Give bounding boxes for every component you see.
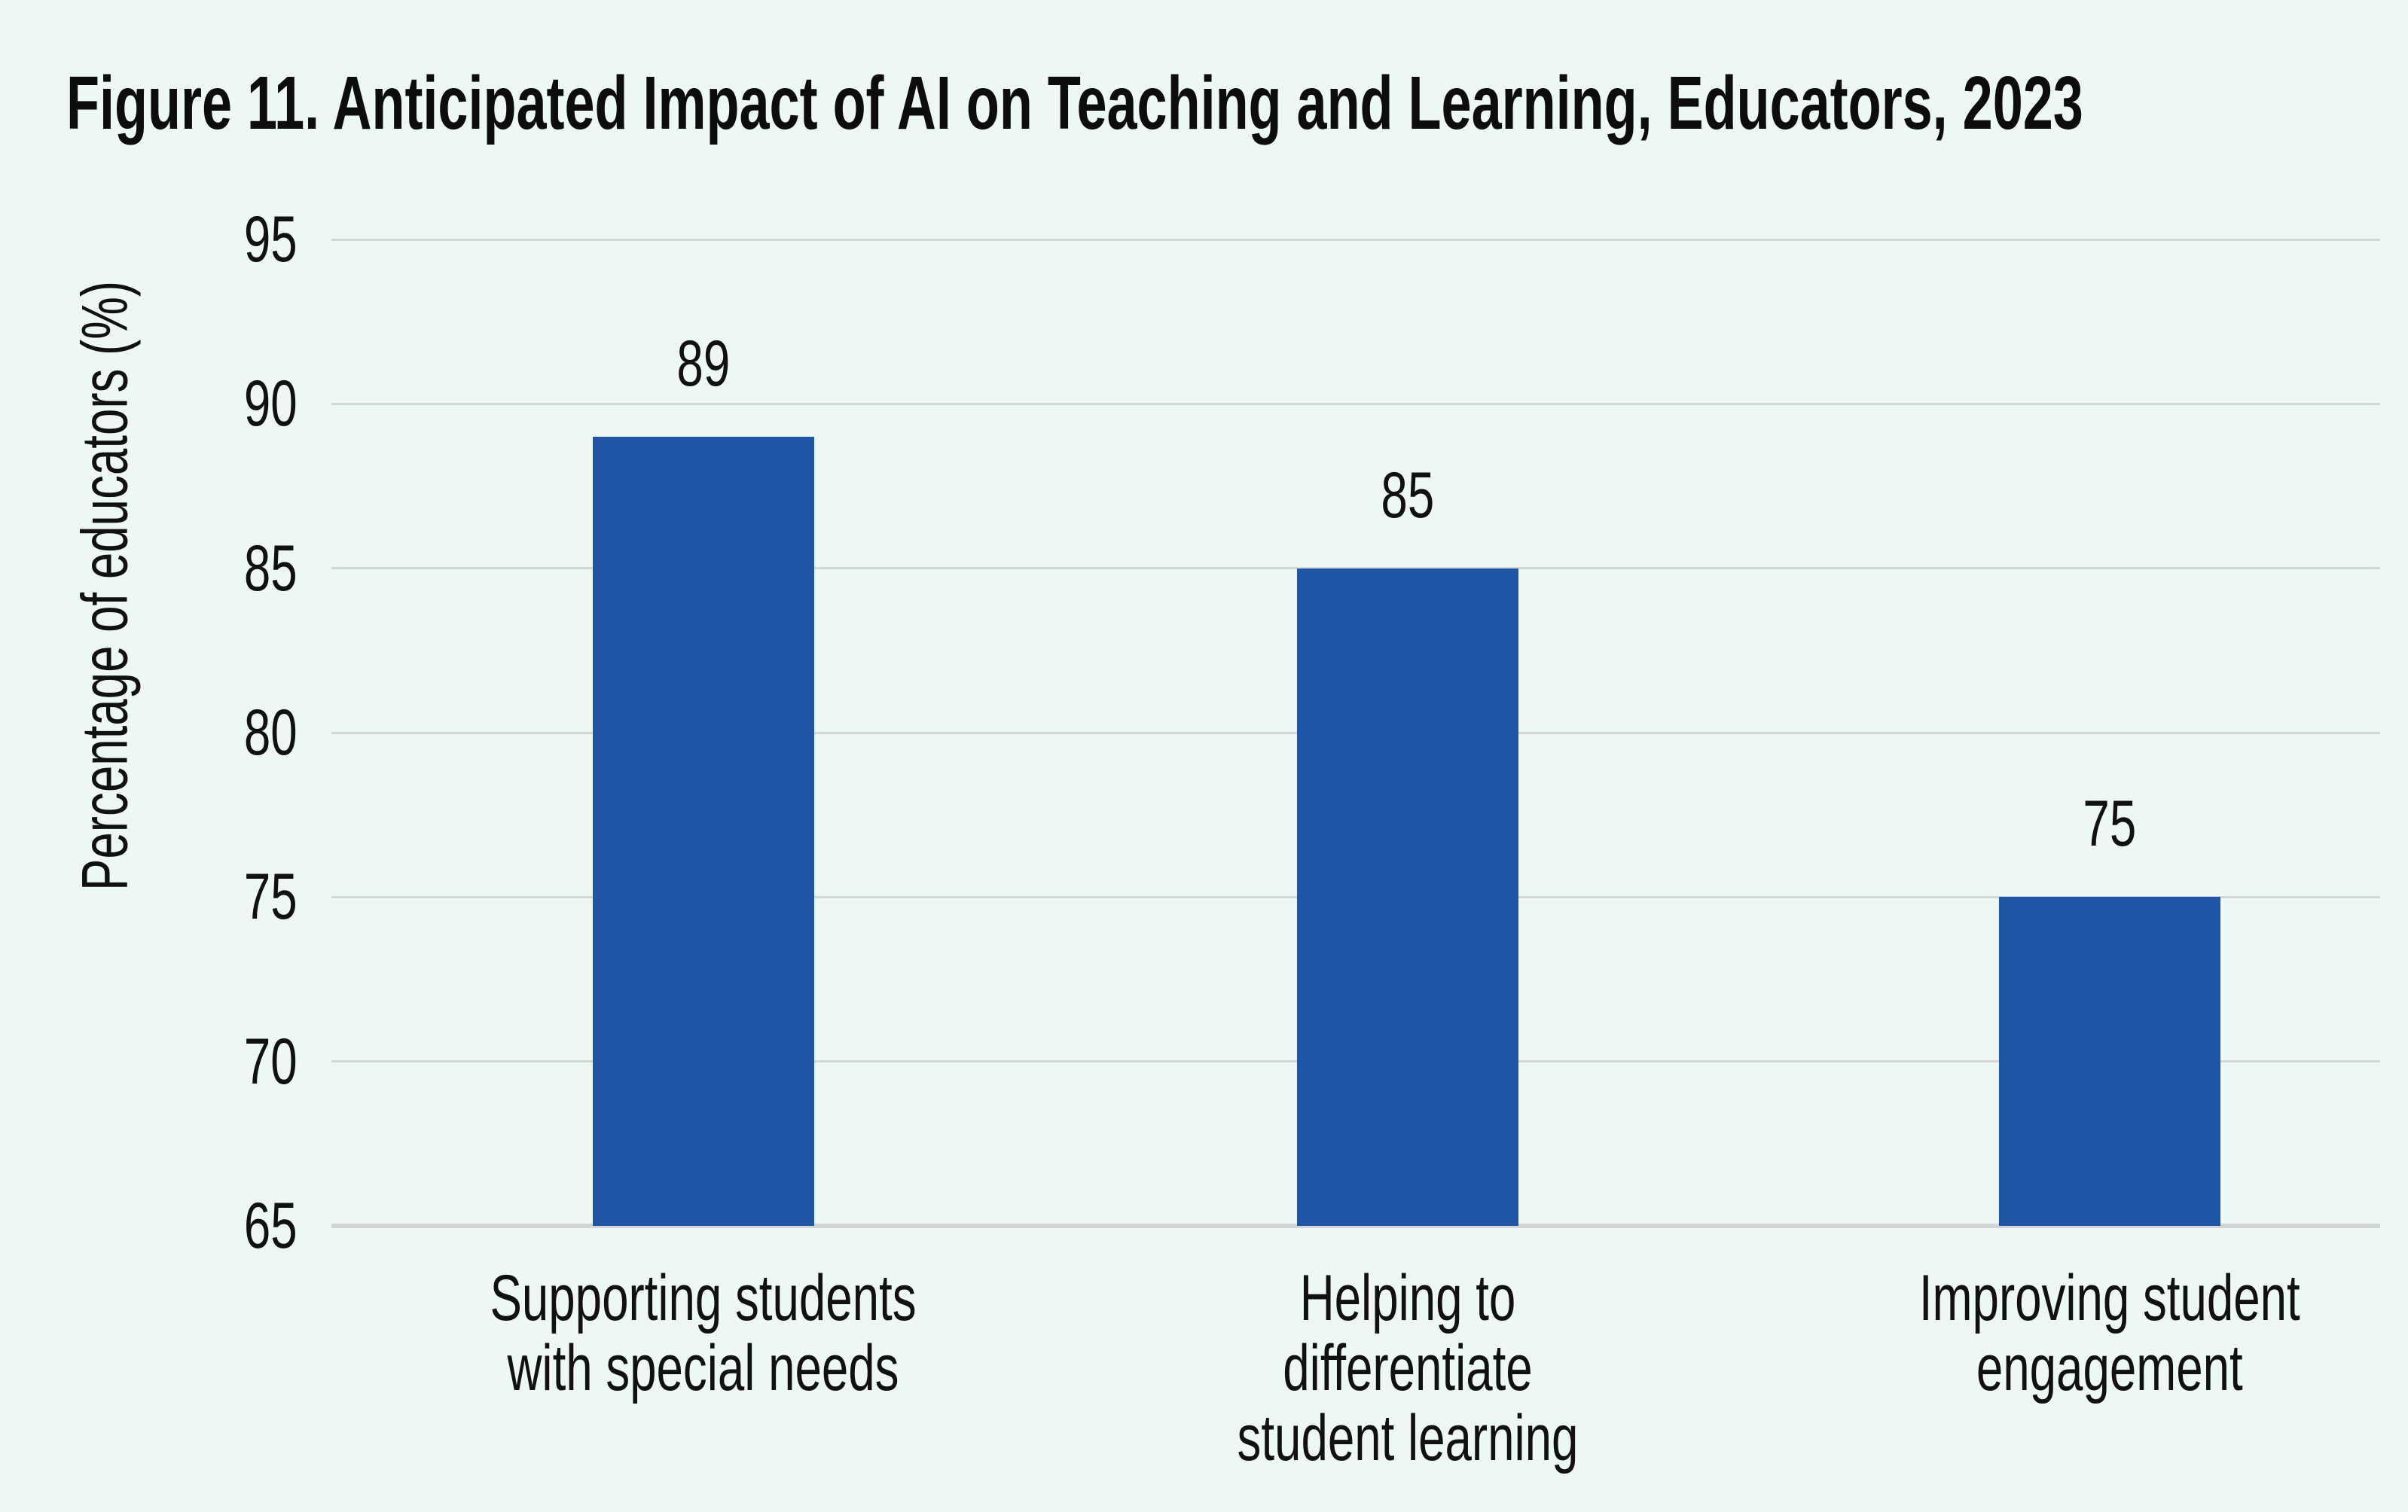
- bar-value-label-3: 75: [1959, 782, 2260, 865]
- y-tick-text: 85: [244, 532, 298, 605]
- y-tick-text: 75: [244, 861, 298, 934]
- gridline-y-90: [331, 402, 2380, 405]
- y-tick-text: 95: [244, 203, 298, 276]
- bar-value-text: 85: [1381, 459, 1435, 532]
- bar-value-label-1: 89: [553, 322, 854, 405]
- bar-value-text: 75: [2083, 788, 2137, 861]
- bar-value-text: 89: [676, 328, 731, 400]
- x-category-label-3: Improving student engagement: [1801, 1264, 2408, 1404]
- y-tick-text: 70: [244, 1025, 298, 1098]
- x-category-text: Helping to differentiate student learnin…: [1237, 1262, 1579, 1474]
- y-axis-label: Percentage of educators (%): [69, 280, 142, 892]
- bar-2: [1297, 568, 1519, 1226]
- y-tick-text: 90: [244, 367, 298, 440]
- y-tick-label-65: 65: [147, 1184, 298, 1267]
- y-tick-label-80: 80: [147, 691, 298, 774]
- chart-title-text: Figure 11. Anticipated Impact of AI on T…: [66, 61, 2083, 145]
- x-category-label-2: Helping to differentiate student learnin…: [1099, 1264, 1717, 1474]
- y-tick-label-70: 70: [147, 1020, 298, 1103]
- y-tick-label-90: 90: [147, 362, 298, 445]
- bar-value-label-2: 85: [1257, 454, 1558, 537]
- gridline-y-95: [331, 238, 2380, 241]
- y-tick-label-85: 85: [147, 527, 298, 610]
- x-category-label-1: Supporting students with special needs: [395, 1264, 1012, 1404]
- chart-title: Figure 11. Anticipated Impact of AI on T…: [66, 54, 2408, 152]
- y-tick-label-75: 75: [147, 855, 298, 938]
- y-tick-label-95: 95: [147, 198, 298, 281]
- x-category-text: Improving student engagement: [1919, 1262, 2300, 1404]
- y-tick-text: 65: [244, 1190, 298, 1262]
- y-tick-text: 80: [244, 697, 298, 769]
- x-axis-baseline: [331, 1224, 2380, 1228]
- bar-3: [1998, 897, 2220, 1226]
- x-category-text: Supporting students with special needs: [490, 1262, 917, 1404]
- bar-1: [592, 437, 814, 1226]
